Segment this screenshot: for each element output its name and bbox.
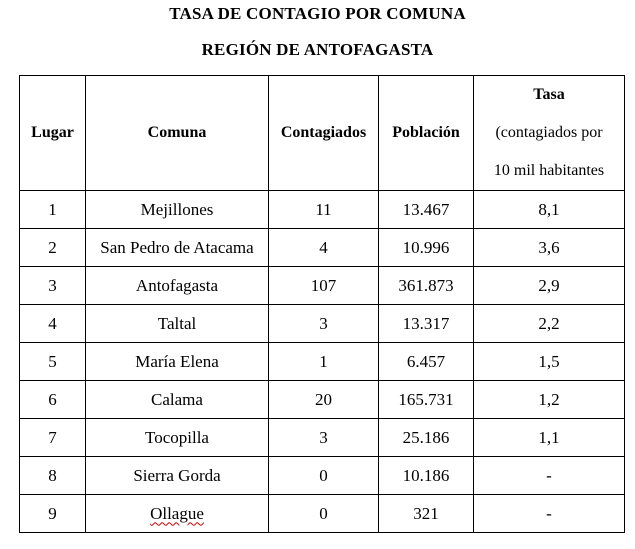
cell-lugar: 8 — [19, 456, 86, 495]
cell-lugar: 3 — [19, 266, 86, 305]
spellcheck-flagged-word: Ollague — [150, 503, 204, 523]
header-poblacion: Población — [378, 75, 474, 191]
header-lugar: Lugar — [19, 75, 86, 191]
cell-poblacion: 361.873 — [378, 266, 474, 305]
header-tasa-desc-2: 10 mil habitantes — [493, 162, 605, 179]
table-row: 2 San Pedro de Atacama 4 10.996 3,6 — [19, 228, 625, 267]
table-row: 3 Antofagasta 107 361.873 2,9 — [19, 266, 625, 305]
cell-tasa: - — [473, 494, 625, 533]
cell-contagiados: 3 — [268, 418, 379, 457]
cell-lugar: 5 — [19, 342, 86, 381]
cell-comuna: María Elena — [85, 342, 269, 381]
cell-poblacion: 321 — [378, 494, 474, 533]
cell-tasa: 2,9 — [473, 266, 625, 305]
cell-poblacion: 10.186 — [378, 456, 474, 495]
cell-contagiados: 4 — [268, 228, 379, 267]
document-subtitle: REGIÓN DE ANTOFAGASTA — [201, 40, 434, 59]
header-comuna: Comuna — [85, 75, 269, 191]
header-tasa-title: Tasa — [533, 86, 565, 103]
header-tasa: Tasa (contagiados por 10 mil habitantes — [473, 75, 625, 191]
cell-lugar: 7 — [19, 418, 86, 457]
cell-poblacion: 13.467 — [378, 190, 474, 229]
header-tasa-desc-1: (contagiados por — [495, 124, 603, 141]
table-row: 1 Mejillones 11 13.467 8,1 — [19, 190, 625, 229]
cell-lugar: 2 — [19, 228, 86, 267]
table-row: 6 Calama 20 165.731 1,2 — [19, 380, 625, 419]
cell-contagiados: 3 — [268, 304, 379, 343]
cell-tasa: 3,6 — [473, 228, 625, 267]
cell-lugar: 4 — [19, 304, 86, 343]
cell-comuna: Ollague — [85, 494, 269, 533]
cell-tasa: 1,2 — [473, 380, 625, 419]
cell-poblacion: 10.996 — [378, 228, 474, 267]
table-row: 4 Taltal 3 13.317 2,2 — [19, 304, 625, 343]
cell-comuna: San Pedro de Atacama — [85, 228, 269, 267]
table-row: 9 Ollague 0 321 - — [19, 494, 625, 533]
cell-poblacion: 6.457 — [378, 342, 474, 381]
cell-contagiados: 0 — [268, 494, 379, 533]
contagion-rate-table: Lugar Comuna Contagiados Población Tasa … — [19, 75, 625, 533]
cell-lugar: 9 — [19, 494, 86, 533]
cell-poblacion: 13.317 — [378, 304, 474, 343]
cell-contagiados: 11 — [268, 190, 379, 229]
cell-contagiados: 1 — [268, 342, 379, 381]
table-row: 5 María Elena 1 6.457 1,5 — [19, 342, 625, 381]
cell-contagiados: 107 — [268, 266, 379, 305]
cell-comuna: Antofagasta — [85, 266, 269, 305]
cell-poblacion: 165.731 — [378, 380, 474, 419]
table-header-row: Lugar Comuna Contagiados Población Tasa … — [19, 75, 625, 191]
cell-tasa: 2,2 — [473, 304, 625, 343]
cell-tasa: 1,5 — [473, 342, 625, 381]
cell-poblacion: 25.186 — [378, 418, 474, 457]
cell-tasa: 1,1 — [473, 418, 625, 457]
document-title: TASA DE CONTAGIO POR COMUNA — [169, 4, 466, 23]
cell-lugar: 1 — [19, 190, 86, 229]
cell-tasa: 8,1 — [473, 190, 625, 229]
cell-tasa: - — [473, 456, 625, 495]
cell-comuna: Tocopilla — [85, 418, 269, 457]
header-contagiados: Contagiados — [268, 75, 379, 191]
cell-contagiados: 20 — [268, 380, 379, 419]
table-row: 7 Tocopilla 3 25.186 1,1 — [19, 418, 625, 457]
cell-comuna: Taltal — [85, 304, 269, 343]
cell-lugar: 6 — [19, 380, 86, 419]
cell-comuna: Calama — [85, 380, 269, 419]
cell-contagiados: 0 — [268, 456, 379, 495]
cell-comuna: Sierra Gorda — [85, 456, 269, 495]
cell-comuna: Mejillones — [85, 190, 269, 229]
table-row: 8 Sierra Gorda 0 10.186 - — [19, 456, 625, 495]
